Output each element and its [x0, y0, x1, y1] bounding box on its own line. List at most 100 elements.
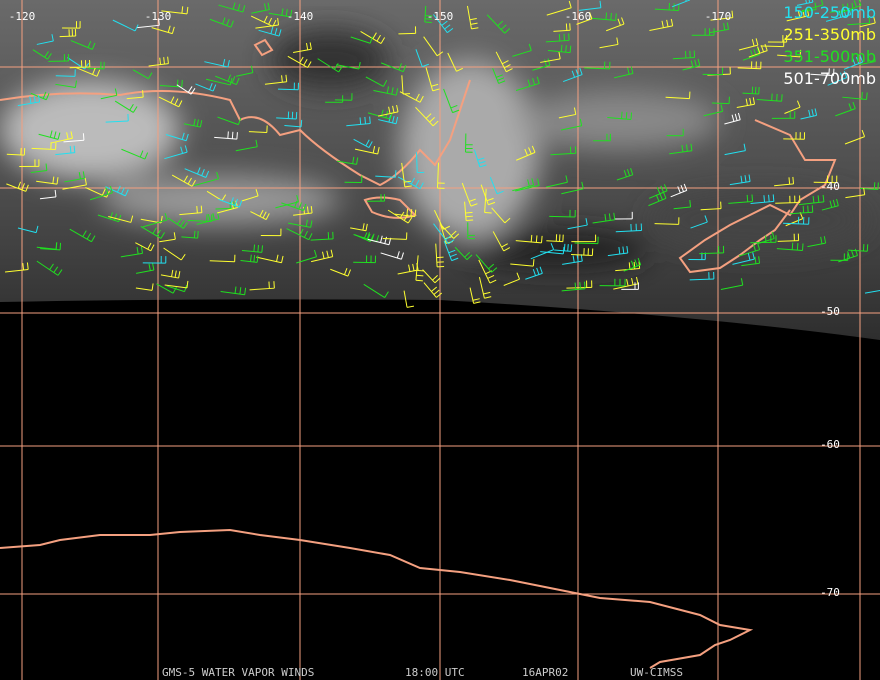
barb-feather	[792, 176, 795, 184]
wind-barb	[516, 145, 536, 161]
wind-barb	[17, 225, 39, 234]
barb-shaft	[835, 108, 856, 117]
wind-barb	[623, 258, 642, 272]
wind-barb	[613, 276, 639, 290]
wind-barb	[277, 82, 299, 91]
barb-feather	[630, 168, 634, 175]
barb-shaft	[276, 117, 297, 120]
barb-feather	[431, 286, 438, 292]
barb-shaft	[648, 197, 667, 207]
wind-barb	[672, 50, 696, 60]
longitude-label: -150	[427, 10, 454, 23]
wind-barb	[729, 174, 751, 186]
barb-feather	[799, 49, 802, 57]
wind-barb	[473, 149, 487, 168]
barb-feather	[193, 118, 196, 126]
barb-shaft	[553, 29, 571, 32]
barb-shaft	[750, 200, 774, 204]
wind-barb	[799, 2, 817, 13]
longitude-label: -170	[705, 10, 732, 23]
wind-barb	[492, 231, 511, 252]
barb-shaft	[281, 202, 304, 212]
barb-shaft	[700, 208, 722, 211]
wind-barb	[845, 187, 866, 199]
wind-barb	[97, 212, 122, 223]
barb-shaft	[135, 242, 152, 252]
barb-feather	[49, 263, 54, 270]
barb-shaft	[845, 194, 865, 199]
barb-feather	[227, 74, 232, 82]
wind-barb	[4, 262, 29, 273]
barb-feather	[432, 120, 439, 127]
wind-barb	[59, 28, 77, 38]
barb-feather	[583, 281, 586, 289]
barb-feather	[148, 72, 153, 79]
barb-feather	[130, 215, 134, 223]
barb-feather	[272, 19, 277, 27]
wind-barb	[268, 8, 293, 18]
wind-barb	[475, 254, 498, 273]
barb-feather	[656, 187, 661, 194]
wind-barb	[783, 132, 806, 140]
barb-feather	[670, 18, 674, 26]
barb-feather	[201, 169, 205, 176]
barb-feather	[369, 116, 371, 124]
barb-feather	[823, 236, 827, 244]
wind-barb	[55, 80, 77, 88]
barb-shaft	[516, 151, 536, 161]
wind-barb	[353, 255, 377, 264]
wind-barb	[387, 209, 413, 224]
barb-shaft	[546, 7, 572, 16]
barb-shaft	[317, 58, 339, 73]
barb-feather	[185, 133, 189, 141]
barb-feather	[277, 18, 280, 26]
wind-barb	[540, 51, 561, 63]
axis-labels: -120 -130 -140 -150 -160 -170 -40 -50 -60 -70	[9, 10, 840, 599]
wind-barb	[176, 84, 196, 95]
barb-feather	[267, 2, 270, 10]
barb-feather	[17, 181, 22, 189]
barb-shaft	[576, 18, 593, 25]
barb-feather	[663, 184, 668, 191]
wind-barb	[137, 18, 160, 29]
barb-feather	[604, 214, 607, 222]
barb-shaft	[607, 117, 631, 120]
barb-shaft	[140, 226, 162, 239]
barb-feather	[415, 93, 420, 101]
barb-feather	[200, 205, 203, 213]
barb-shaft	[216, 207, 238, 214]
barb-shaft	[62, 184, 87, 190]
barb-feather	[253, 254, 256, 263]
barb-feather	[579, 282, 581, 290]
barb-feather	[568, 0, 572, 8]
barb-feather	[227, 131, 229, 139]
barb-feather	[414, 209, 417, 217]
barb-feather	[226, 18, 230, 26]
barb-feather	[626, 169, 631, 177]
barb-feather	[306, 42, 309, 51]
barb-shaft	[709, 28, 729, 34]
barb-shaft	[825, 14, 851, 22]
barb-feather	[797, 10, 801, 18]
barb-shaft	[220, 291, 245, 296]
barb-shaft	[235, 146, 258, 152]
wind-barb	[375, 170, 397, 178]
barb-shaft	[36, 40, 54, 45]
barb-shaft	[121, 148, 146, 160]
barb-feather	[237, 117, 242, 125]
wind-barb	[495, 51, 513, 73]
barb-feather	[846, 3, 849, 11]
barb-feather	[196, 167, 201, 175]
barb-shaft	[311, 256, 333, 263]
wind-barb	[284, 119, 303, 128]
wind-barb	[425, 67, 440, 92]
barb-feather	[230, 20, 234, 28]
barb-shaft	[785, 218, 803, 227]
barb-feather	[91, 235, 96, 242]
wind-barb	[209, 17, 234, 28]
wind-barb	[6, 147, 26, 156]
barb-shaft	[373, 90, 397, 96]
wind-barb	[515, 178, 540, 192]
wind-barb	[164, 280, 189, 289]
barb-shaft	[613, 283, 639, 290]
